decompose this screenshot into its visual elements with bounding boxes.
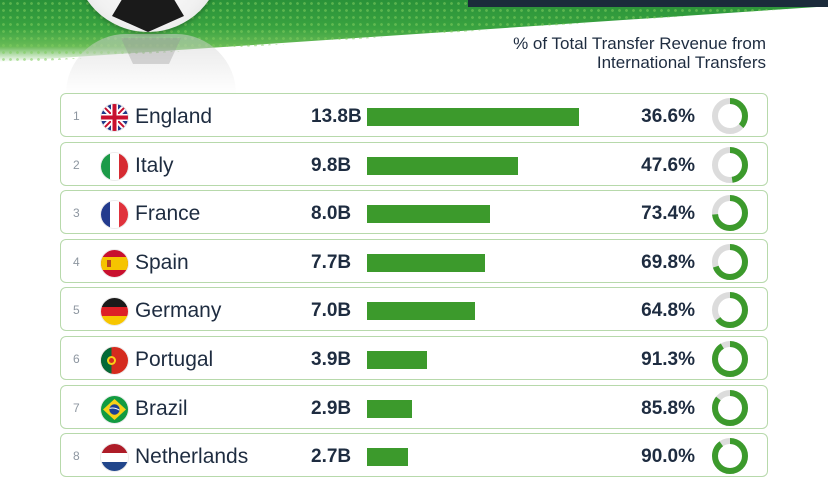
portugal-flag-icon <box>101 346 128 374</box>
france-flag-icon <box>101 201 128 229</box>
transfer-value-label: 2.7B <box>311 446 352 468</box>
transfer-value-bar <box>367 108 579 126</box>
navy-top-strip <box>468 0 828 7</box>
transfer-value-label: 7.7B <box>311 251 352 273</box>
rank-number: 3 <box>73 206 80 221</box>
country-name: Germany <box>135 299 222 323</box>
table-row: 7 Brazil 2.9B 85.8% <box>60 384 768 429</box>
transfer-value-bar <box>367 448 408 467</box>
rank-number: 4 <box>73 254 80 269</box>
transfer-value-label: 9.8B <box>311 154 352 176</box>
rank-number: 5 <box>73 303 80 318</box>
international-pct-label: 73.4% <box>641 203 695 225</box>
column-header-line-2: International Transfers <box>596 53 766 72</box>
international-pct-donut <box>712 146 748 183</box>
country-name: Portugal <box>135 347 214 371</box>
international-pct-donut <box>712 292 748 329</box>
international-pct-label: 64.8% <box>641 300 695 322</box>
netherlands-flag-icon <box>101 444 128 472</box>
england-flag-icon <box>101 104 128 131</box>
transfer-value-label: 3.9B <box>311 348 352 370</box>
country-name: France <box>135 202 201 226</box>
italy-flag-icon <box>101 152 128 180</box>
international-pct-donut <box>712 389 748 426</box>
country-name: Brazil <box>135 396 188 420</box>
table-row: 6 Portugal 3.9B 91.3% <box>60 335 768 380</box>
international-pct-donut <box>712 243 748 280</box>
table-row: 5 Germany 7.0B 64.8% <box>60 287 768 332</box>
soccer-ball-reflection-icon <box>66 34 236 94</box>
international-pct-label: 85.8% <box>641 397 695 419</box>
column-header-pct-international: % of Total Transfer Revenue from Interna… <box>406 34 766 72</box>
transfer-value-label: 8.0B <box>311 203 352 225</box>
country-name: Italy <box>135 153 174 177</box>
table-row: 3 France 8.0B 73.4% <box>60 190 768 235</box>
transfer-value-bar <box>367 205 490 224</box>
brazil-flag-icon <box>101 395 128 423</box>
international-pct-label: 91.3% <box>641 348 695 370</box>
column-header-line-1: % of Total Transfer Revenue from <box>513 34 766 53</box>
transfer-value-label: 13.8B <box>311 106 362 127</box>
transfer-value-label: 7.0B <box>311 300 352 322</box>
rank-number: 1 <box>73 109 80 123</box>
rank-number: 7 <box>73 400 80 415</box>
international-pct-label: 69.8% <box>641 251 695 273</box>
transfer-value-bar <box>367 156 518 175</box>
transfer-value-bar <box>367 399 412 418</box>
country-name: Netherlands <box>135 445 249 469</box>
international-pct-label: 47.6% <box>641 154 695 176</box>
ranking-table: 1 England 13.8B 36.6% 2 Italy 9.8B 47.6% 3 France… <box>60 93 768 482</box>
international-pct-label: 36.6% <box>641 106 695 127</box>
table-row: 8 Netherlands 2.7B 90.0% <box>60 433 768 478</box>
germany-flag-icon <box>101 298 128 326</box>
spain-flag-icon <box>101 249 128 277</box>
transfer-value-bar <box>367 253 485 272</box>
international-pct-label: 90.0% <box>641 446 695 468</box>
country-name: Spain <box>135 250 189 274</box>
international-pct-donut <box>712 195 748 232</box>
table-row: 1 England 13.8B 36.6% <box>60 93 768 137</box>
transfer-value-bar <box>367 302 475 321</box>
transfer-value-label: 2.9B <box>311 397 352 419</box>
international-pct-donut <box>712 98 748 134</box>
table-row: 4 Spain 7.7B 69.8% <box>60 238 768 283</box>
international-pct-donut <box>712 438 748 475</box>
rank-number: 8 <box>73 449 80 464</box>
country-name: England <box>135 105 213 128</box>
table-row: 2 Italy 9.8B 47.6% <box>60 141 768 186</box>
rank-number: 6 <box>73 351 80 366</box>
transfer-value-bar <box>367 350 427 369</box>
international-pct-donut <box>712 340 748 377</box>
rank-number: 2 <box>73 157 80 172</box>
